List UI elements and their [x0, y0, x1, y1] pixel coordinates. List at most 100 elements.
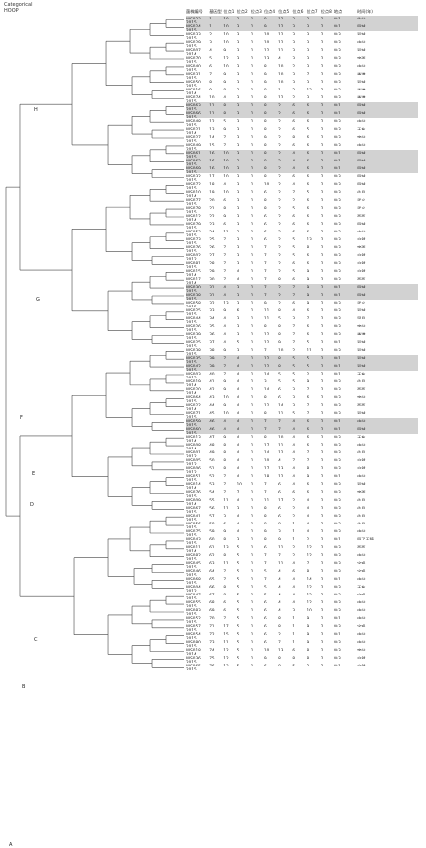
table-cell: 牛3 — [333, 529, 341, 533]
table-row: WS021 13 9 3 1 8 2 6 5 2 牛3 天东 2014 — [186, 126, 418, 134]
table-cell: 11 — [209, 111, 215, 115]
table-cell: 6 — [306, 158, 310, 162]
table-cell: 1 — [250, 347, 254, 351]
table-cell: 1 — [250, 474, 254, 478]
table-cell: 5 — [236, 584, 240, 588]
table-cell: 2 — [320, 245, 324, 249]
table-cell: 双城 — [357, 482, 366, 485]
table-cell: 9 — [263, 529, 267, 533]
table-cell: 4 — [292, 182, 295, 186]
table-cell: 6 — [292, 119, 295, 123]
table-cell: 10 — [306, 608, 312, 612]
table-cell: 2 — [320, 182, 324, 186]
table-cell: 6 — [306, 150, 310, 154]
table-cell: 自然 — [357, 269, 366, 272]
table-cell: 4 — [292, 442, 295, 446]
table-cell: 7 — [223, 371, 227, 375]
table-cell: 牛3 — [333, 48, 341, 51]
table-cell: 8 — [263, 324, 267, 328]
table-cell: 1 — [250, 560, 254, 564]
table-cell: WS019 — [186, 379, 201, 383]
table-cell: 1 — [250, 16, 254, 20]
table-cell: 2 — [320, 174, 324, 178]
column-header: 基因型 — [209, 9, 222, 14]
table-cell: 2 — [320, 482, 324, 485]
table-cell: 2 — [320, 568, 324, 572]
table-cell: 1 — [292, 537, 295, 541]
table-cell: WS035 — [186, 355, 201, 359]
table-cell: 4 — [223, 182, 227, 186]
table-cell: 2 — [278, 261, 281, 265]
table-cell: WS079 — [186, 221, 201, 225]
table-cell: 10 — [278, 79, 284, 83]
table-cell: 10 — [223, 395, 229, 399]
table-cell: 四城 — [357, 166, 366, 170]
table-cell: 自然 — [357, 261, 366, 265]
table-cell: 牛3 — [333, 237, 341, 241]
table-cell: 2012 — [186, 588, 197, 592]
table-cell: WS003 — [186, 371, 201, 375]
table-cell: WS009 — [186, 497, 201, 501]
table-cell: 中站 — [357, 142, 366, 146]
table-cell: 3 — [292, 403, 295, 407]
table-cell: 7 — [292, 284, 295, 288]
table-cell: 66 — [209, 584, 215, 588]
table-cell: 2015 — [186, 478, 197, 482]
table-cell: 香港 — [357, 87, 366, 91]
table-row: WS052 70 7 5 1 6 8 1 9 2 牛1 中站 2015 — [186, 615, 418, 623]
table-cell: 8 — [263, 158, 267, 162]
table-cell: 8 — [263, 505, 267, 509]
table-cell: 牛1 — [333, 166, 341, 170]
table-cell: 4 — [306, 529, 310, 533]
table-cell: 2015 — [186, 123, 197, 126]
table-cell: 3 — [236, 40, 240, 44]
table-cell: 7 — [209, 71, 212, 75]
table-cell: 14 — [263, 371, 270, 375]
table-cell: 11 — [278, 442, 284, 446]
table-cell: WS036 — [186, 655, 201, 659]
table-cell: 6 — [306, 489, 310, 493]
table-cell: 1 — [250, 119, 254, 123]
table-cell: 7 — [223, 253, 227, 257]
table-row-highlighted: WS042 39 7 4 1 12 8 5 5 2 牛1 双城 2015 — [186, 362, 418, 371]
table-row: WS016 9 8 3 1 8 1 2 13 2 牛3 香港 2014 — [186, 87, 418, 95]
table-cell: 1 — [250, 174, 254, 178]
table-cell: 12 — [263, 363, 270, 367]
table-cell: 56 — [209, 505, 215, 509]
table-cell: 58 — [209, 521, 215, 525]
table-cell: 中站 — [357, 474, 366, 478]
table-cell: 64 — [209, 568, 215, 572]
table-cell: 2015 — [186, 178, 197, 182]
column-header: 位点5 — [278, 9, 290, 14]
table-cell: 1 — [250, 663, 254, 667]
table-cell: 1 — [250, 221, 254, 225]
table-cell: 2 — [278, 292, 281, 296]
table-cell: 7 — [263, 269, 267, 272]
table-cell: 2 — [292, 513, 295, 517]
table-cell: 8 — [292, 134, 295, 138]
table-row: WS079 23 6 3 1 6 2 6 6 2 牛3 四城 2015 — [186, 221, 418, 229]
cluster-label: B — [22, 684, 26, 690]
table-cell: 5 — [236, 592, 240, 596]
table-cell: 8 — [278, 616, 281, 620]
table-row: WS008 48 8 4 1 17 11 4 6 2 牛3 中站 2014 — [186, 442, 418, 450]
table-cell: 8 — [278, 332, 281, 336]
table-cell: 7 — [223, 576, 227, 580]
table-cell: 10 — [278, 63, 284, 67]
table-cell: 5 — [236, 340, 240, 343]
table-cell: 2015 — [186, 241, 197, 245]
table-cell: 9 — [223, 48, 227, 51]
table-cell: 6 — [306, 229, 310, 233]
table-cell: 4 — [236, 411, 240, 414]
table-cell: 13 — [306, 237, 312, 241]
table-cell: 10 — [223, 150, 229, 154]
table-cell: 27 — [209, 253, 215, 257]
table-cell: 12 — [306, 553, 312, 556]
table-cell: 8 — [263, 411, 267, 414]
table-cell: 15 — [209, 142, 215, 146]
table-cell: 4 — [236, 434, 240, 438]
table-cell: 17 — [278, 497, 284, 501]
table-cell: 2 — [320, 48, 324, 51]
table-cell: 3 — [263, 379, 267, 383]
table-cell: 牛3 — [333, 55, 341, 59]
